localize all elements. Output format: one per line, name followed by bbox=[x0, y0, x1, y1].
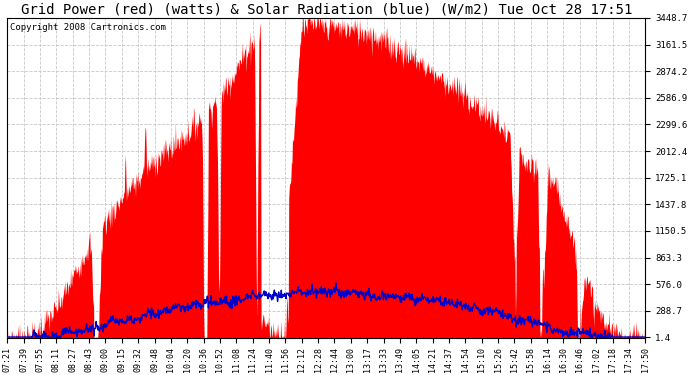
Text: Copyright 2008 Cartronics.com: Copyright 2008 Cartronics.com bbox=[10, 23, 166, 32]
Title: Grid Power (red) (watts) & Solar Radiation (blue) (W/m2) Tue Oct 28 17:51: Grid Power (red) (watts) & Solar Radiati… bbox=[21, 3, 632, 17]
